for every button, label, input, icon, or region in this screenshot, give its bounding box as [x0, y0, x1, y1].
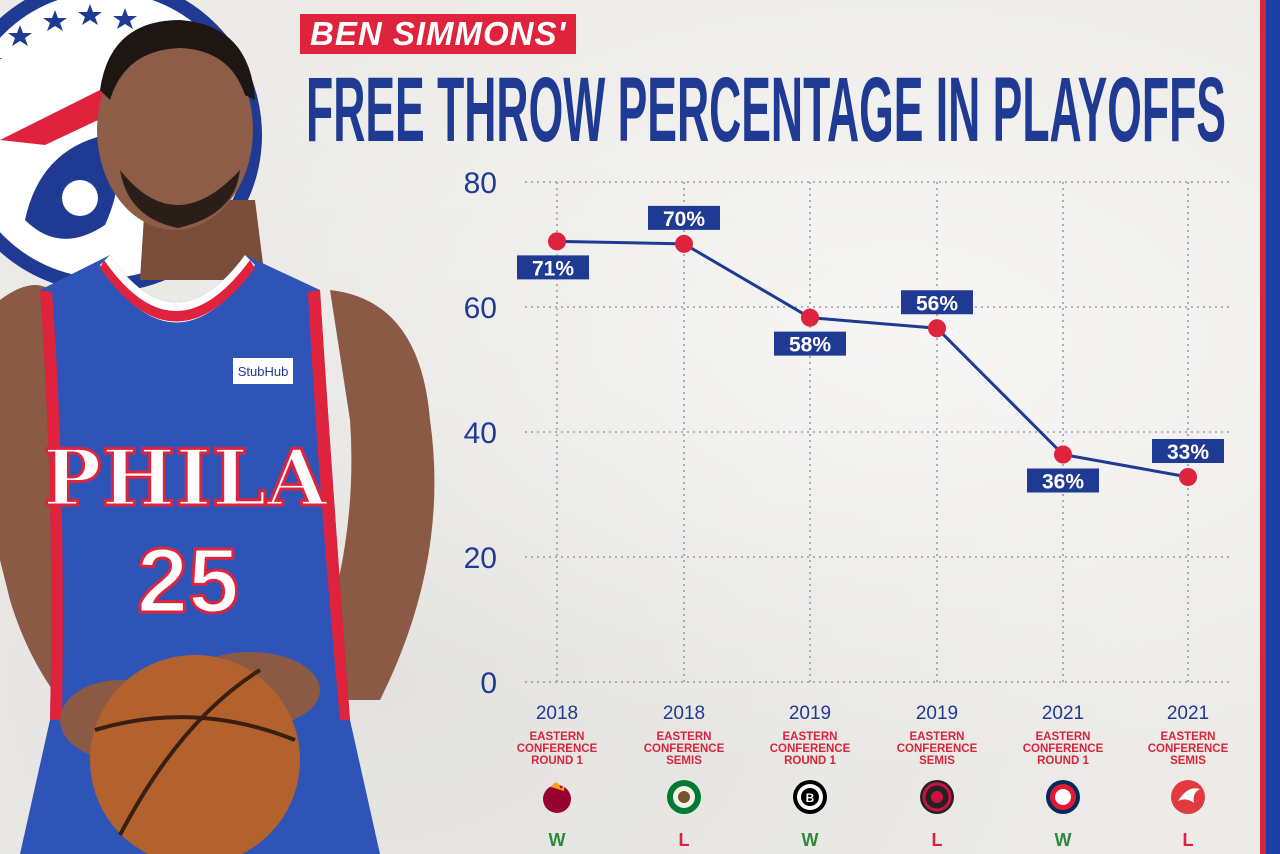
data-point: [1054, 445, 1072, 464]
data-label: 71%: [517, 255, 589, 280]
player-photo: StubHub PHILA 25: [0, 20, 435, 854]
y-tick-label: 0: [480, 667, 497, 700]
data-label-text: 70%: [663, 208, 705, 231]
data-label: 58%: [774, 331, 846, 357]
category-round-line: ROUND 1: [531, 755, 583, 767]
category-round-line: EASTERN: [782, 731, 838, 743]
data-point: [548, 232, 566, 251]
category-round-line: CONFERENCE: [769, 743, 851, 755]
data-label: 36%: [1027, 468, 1099, 494]
grid: [525, 181, 1230, 683]
wizards-logo-icon: [1046, 780, 1080, 814]
heat-logo-icon: [543, 782, 571, 813]
category-year: 2018: [662, 703, 706, 724]
series-line: [556, 239, 1189, 479]
data-label-text: 56%: [916, 292, 958, 315]
category-round-line: EASTERN: [1035, 731, 1091, 743]
hawks-logo-icon: [1171, 780, 1205, 814]
category-round-line: EASTERN: [656, 731, 712, 743]
title-line2: FREE THROW PERCENTAGE IN PLAYOFFS: [306, 59, 1226, 155]
category-1: 2018 EASTERN CONFERENCE SEMIS L: [614, 703, 754, 851]
y-tick-label: 80: [464, 167, 497, 200]
category-5: 2021 EASTERN CONFERENCE SEMIS L: [1118, 703, 1258, 851]
category-round: EASTERN CONFERENCE ROUND 1: [487, 731, 627, 767]
title-main: FREE THROW PERCENTAGE IN PLAYOFFS: [306, 59, 1226, 155]
category-round-line: CONFERENCE: [896, 743, 978, 755]
title-banner: BEN SIMMONS': [300, 14, 577, 54]
y-tick-label: 40: [464, 417, 497, 450]
data-point: [801, 308, 819, 327]
data-labels: 71% 70% 58% 56% 36% 33%: [517, 205, 1224, 494]
data-label-text: 58%: [789, 334, 831, 357]
category-round-line: SEMIS: [666, 755, 702, 767]
data-point: [675, 234, 693, 253]
data-points: [548, 232, 1197, 486]
data-point: [928, 319, 946, 338]
category-4: 2021 EASTERN CONFERENCE ROUND 1 W: [993, 703, 1133, 851]
data-label-bg: [517, 255, 589, 280]
category-2: 2019 EASTERN CONFERENCE ROUND 1 B W: [740, 703, 880, 851]
series-result: W: [1054, 830, 1072, 850]
data-label-text: 71%: [532, 257, 574, 280]
category-round-line: ROUND 1: [1037, 755, 1089, 767]
category-round-line: CONFERENCE: [516, 743, 598, 755]
category-round-line: EASTERN: [529, 731, 585, 743]
category-year: 2021: [1041, 703, 1085, 724]
data-label-bg: [774, 331, 846, 356]
celtics-logo-icon: [667, 780, 701, 814]
category-round: EASTERN CONFERENCE ROUND 1: [993, 731, 1133, 767]
category-round-line: EASTERN: [1160, 731, 1216, 743]
data-label-bg: [1152, 439, 1224, 463]
jersey-text: PHILA: [43, 433, 329, 524]
series-result: L: [1182, 830, 1194, 850]
category-round: EASTERN CONFERENCE ROUND 1: [740, 731, 880, 767]
series-result: L: [678, 830, 690, 850]
category-year: 2021: [1166, 703, 1210, 724]
category-round-line: CONFERENCE: [1147, 743, 1229, 755]
category-round-line: SEMIS: [919, 755, 955, 767]
y-tick-label: 60: [464, 292, 497, 325]
category-round-line: CONFERENCE: [1022, 743, 1104, 755]
category-year: 2019: [788, 703, 832, 724]
title-line1: BEN SIMMONS': [310, 15, 567, 52]
category-round-line: EASTERN: [909, 731, 965, 743]
data-label-text: 36%: [1042, 471, 1084, 494]
series-result: W: [801, 830, 819, 850]
right-stripe-red: [1260, 0, 1266, 854]
data-label-text: 33%: [1167, 441, 1209, 464]
category-round-line: CONFERENCE: [643, 743, 725, 755]
svg-text:B: B: [806, 791, 815, 805]
data-label: 70%: [648, 205, 720, 231]
y-tick-label: 20: [464, 542, 497, 575]
jersey-sponsor: StubHub: [238, 364, 289, 379]
category-0: 2018 EASTERN CONFERENCE ROUND 1 W: [487, 703, 627, 851]
data-point: [1179, 468, 1197, 486]
category-round: EASTERN CONFERENCE SEMIS: [614, 731, 754, 767]
data-label: 56%: [901, 290, 973, 315]
nets-logo-icon: B: [793, 780, 827, 814]
category-round-line: ROUND 1: [784, 755, 836, 767]
category-round-line: SEMIS: [1170, 755, 1206, 767]
data-label: 33%: [1152, 439, 1224, 464]
category-round: EASTERN CONFERENCE SEMIS: [867, 731, 1007, 767]
series-result: W: [548, 830, 566, 850]
category-round: EASTERN CONFERENCE SEMIS: [1118, 731, 1258, 767]
data-label-bg: [901, 290, 973, 315]
data-label-bg: [1027, 468, 1099, 493]
category-3: 2019 EASTERN CONFERENCE SEMIS L: [867, 703, 1007, 851]
right-stripe-blue: [1266, 0, 1280, 854]
category-year: 2019: [915, 703, 959, 724]
data-label-bg: [648, 205, 720, 230]
y-axis-ticks: 0 20 40 60 80: [464, 167, 497, 700]
jersey-number: 25: [137, 530, 239, 632]
category-year: 2018: [535, 703, 579, 724]
raptors-logo-icon: [920, 780, 954, 814]
series-result: L: [931, 830, 943, 850]
